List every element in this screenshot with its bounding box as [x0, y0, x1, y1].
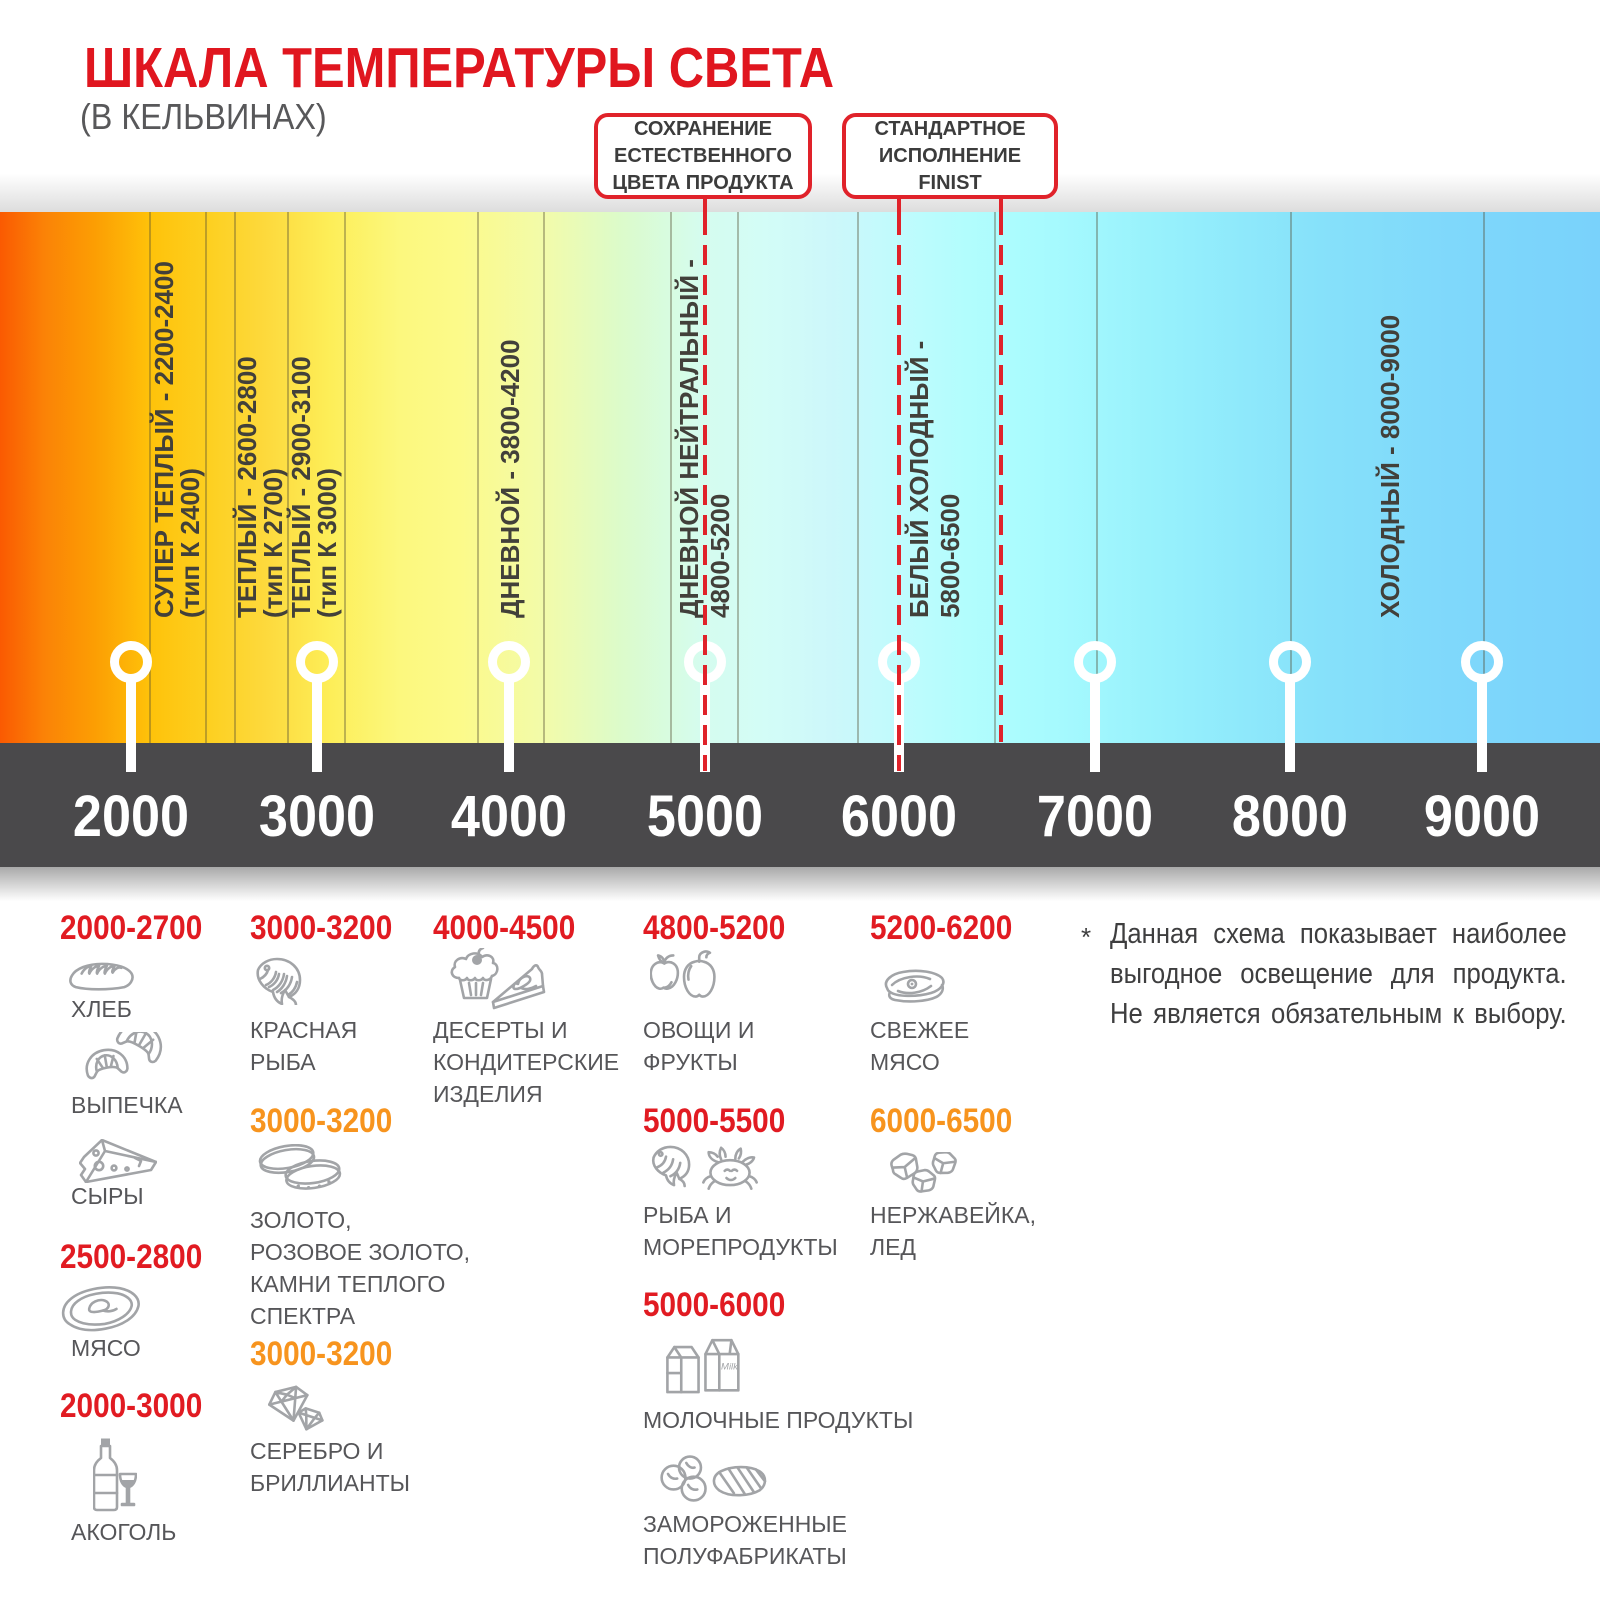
svg-text:Milk: Milk [721, 1362, 739, 1373]
